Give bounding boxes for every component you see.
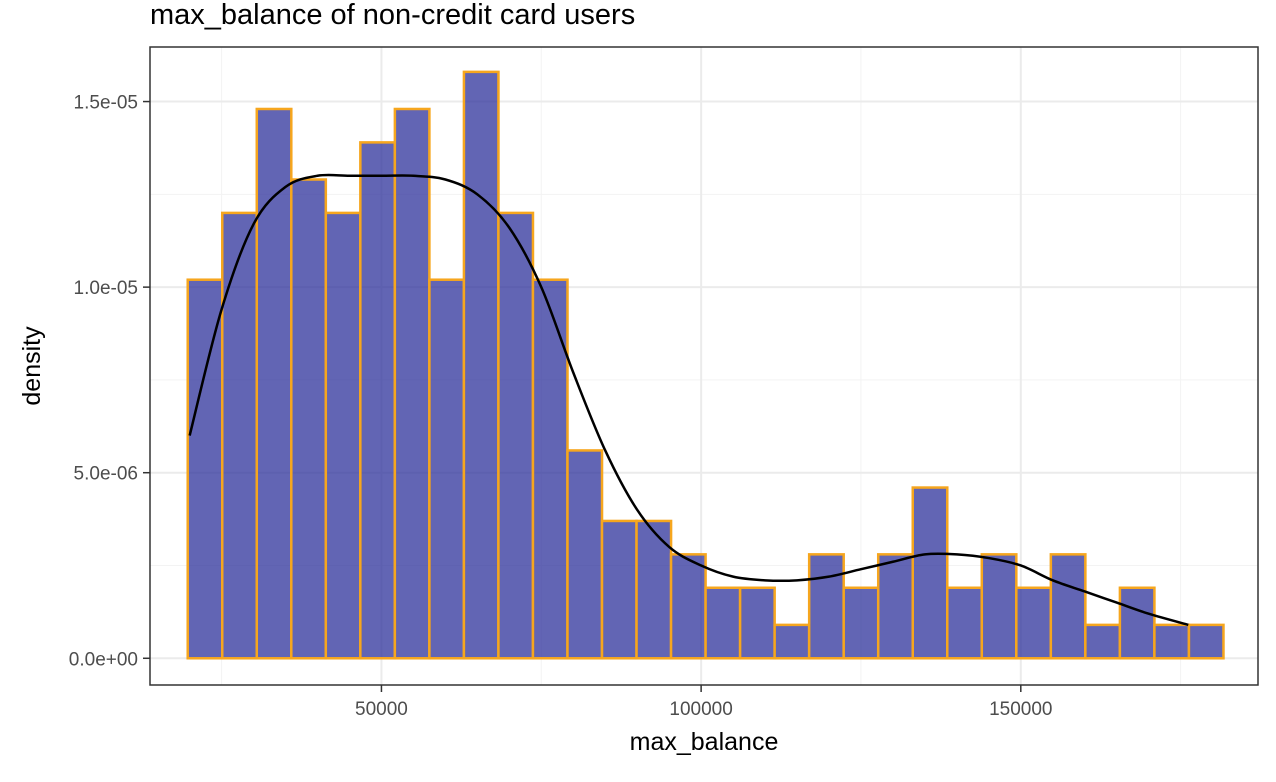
histogram-bars (186, 70, 1225, 660)
density-curve-layer (188, 173, 1189, 627)
x-tick-label: 100000 (669, 699, 732, 720)
x-axis-title: max_balance (630, 728, 779, 756)
histogram-bar (393, 107, 431, 660)
histogram-bar (738, 586, 776, 660)
x-tick-label: 150000 (989, 699, 1052, 720)
histogram-bar (946, 586, 984, 660)
histogram-bar (1118, 586, 1156, 660)
y-tick-label: 1.0e-05 (74, 278, 138, 299)
histogram-bar (497, 211, 535, 660)
histogram-bar (911, 486, 949, 660)
histogram-bar (428, 278, 466, 660)
histogram-bar (773, 623, 811, 660)
histogram-bar (324, 211, 362, 660)
y-tick-label: 0.0e+00 (69, 649, 138, 670)
plot-panel-border (149, 46, 1259, 686)
histogram-bar (359, 141, 397, 660)
histogram-bar (1084, 623, 1122, 660)
y-tick-label: 1.5e-05 (74, 93, 138, 114)
histogram-bar (876, 553, 914, 660)
histogram-bar (186, 278, 224, 660)
histogram-bar (290, 178, 328, 660)
histogram-bar (1015, 586, 1053, 660)
histogram-bar (1153, 623, 1191, 660)
histogram-bar (255, 107, 293, 660)
histogram-bar (462, 70, 500, 660)
y-axis-title: density (18, 326, 46, 406)
histogram-bar (600, 519, 638, 660)
y-tick-label: 5.0e-06 (74, 464, 138, 485)
histogram-bar (704, 586, 742, 660)
histogram-bar (669, 553, 707, 660)
histogram-bar (566, 449, 604, 660)
y-axis: 0.0e+00 5.0e-06 1.0e-05 1.5e-05 (69, 93, 150, 670)
histogram-bar (1049, 553, 1087, 660)
chart-title: max_balance of non-credit card users (150, 0, 635, 31)
histogram-bar (980, 553, 1018, 660)
x-axis: 50000 100000 150000 (355, 685, 1053, 720)
histogram-bar (635, 519, 673, 660)
histogram-bar (1187, 623, 1225, 660)
x-tick-label: 50000 (355, 699, 408, 720)
histogram-bar (807, 553, 845, 660)
density-curve (188, 173, 1189, 627)
histogram-bar (842, 586, 880, 660)
histogram-bar (220, 211, 259, 660)
histogram-bar (531, 278, 569, 660)
